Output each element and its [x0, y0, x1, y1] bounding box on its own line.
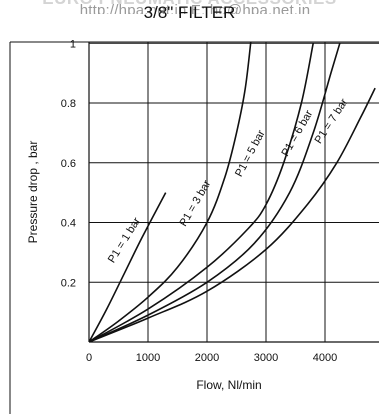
series-line [89, 192, 167, 342]
chart-title: 3/8" FILTER [143, 3, 236, 22]
y-tick-label: 0.4 [61, 218, 76, 230]
y-tick-label: 0.6 [61, 158, 76, 170]
series-line [89, 87, 376, 342]
series-label: P1 = 5 bar [233, 128, 268, 179]
company-banner: EURO PNEUMATIC ACCESSORIES [42, 0, 336, 9]
x-axis-label: Flow, Nl/min [196, 378, 261, 392]
y-tick-label: 0.2 [61, 277, 76, 289]
y-tick-label: 0.8 [61, 98, 76, 110]
website-email-line: http://hpa.net.in E: hq@hpa.net.in [79, 2, 311, 14]
x-tick-label: 0 [86, 352, 92, 364]
x-tick-label: 1000 [136, 352, 160, 364]
series-line [89, 42, 252, 342]
y-tick-label: 1 [70, 38, 76, 50]
series-label: P1 = 7 bar [313, 96, 351, 146]
grid [89, 42, 379, 342]
axes [9, 41, 379, 414]
series-layer [89, 42, 376, 342]
x-tick-label: 2000 [195, 352, 219, 364]
x-tick-label: 3000 [254, 352, 278, 364]
page-header: EURO PNEUMATIC ACCESSORIES http://hpa.ne… [0, 0, 379, 14]
series-line [89, 43, 314, 342]
chart-text: 0 1000 2000 3000 4000 0.2 0.4 0.6 0.8 1 Flow, Nl/m… [26, 38, 351, 392]
x-tick-label: 4000 [313, 352, 337, 364]
y-axis-label: Pressure drop , bar [26, 141, 40, 244]
series-line [89, 43, 341, 342]
